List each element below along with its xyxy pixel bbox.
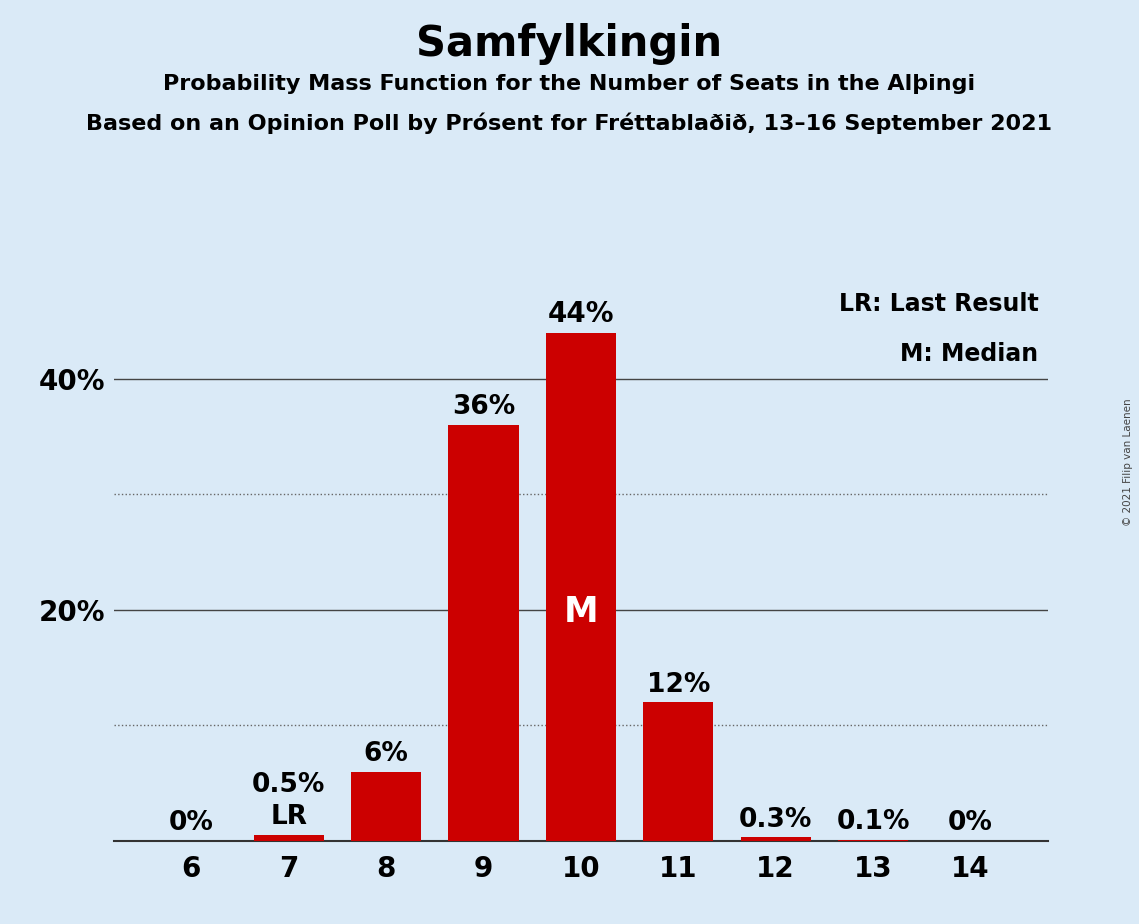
Text: 0%: 0% (169, 810, 214, 836)
Text: 0.5%: 0.5% (252, 772, 326, 798)
Bar (838, 840, 908, 841)
Bar (449, 425, 518, 841)
Bar (740, 837, 811, 841)
Bar (351, 772, 421, 841)
Text: LR: LR (270, 805, 308, 831)
Text: M: M (564, 595, 598, 629)
Text: 0.3%: 0.3% (739, 807, 812, 833)
Text: © 2021 Filip van Laenen: © 2021 Filip van Laenen (1123, 398, 1133, 526)
Text: M: Median: M: Median (901, 342, 1039, 366)
Bar (644, 702, 713, 841)
Bar (254, 835, 323, 841)
Text: 36%: 36% (452, 395, 515, 420)
Bar (546, 333, 616, 841)
Text: Samfylkingin: Samfylkingin (417, 23, 722, 65)
Text: LR: Last Result: LR: Last Result (838, 292, 1039, 316)
Text: 44%: 44% (548, 300, 614, 328)
Text: 12%: 12% (647, 672, 710, 698)
Text: 0%: 0% (948, 810, 993, 836)
Text: 0.1%: 0.1% (836, 809, 910, 835)
Text: Probability Mass Function for the Number of Seats in the Alþingi: Probability Mass Function for the Number… (163, 74, 976, 94)
Text: Based on an Opinion Poll by Prósent for Fréttablaðið, 13–16 September 2021: Based on an Opinion Poll by Prósent for … (87, 113, 1052, 134)
Text: 6%: 6% (363, 741, 409, 767)
